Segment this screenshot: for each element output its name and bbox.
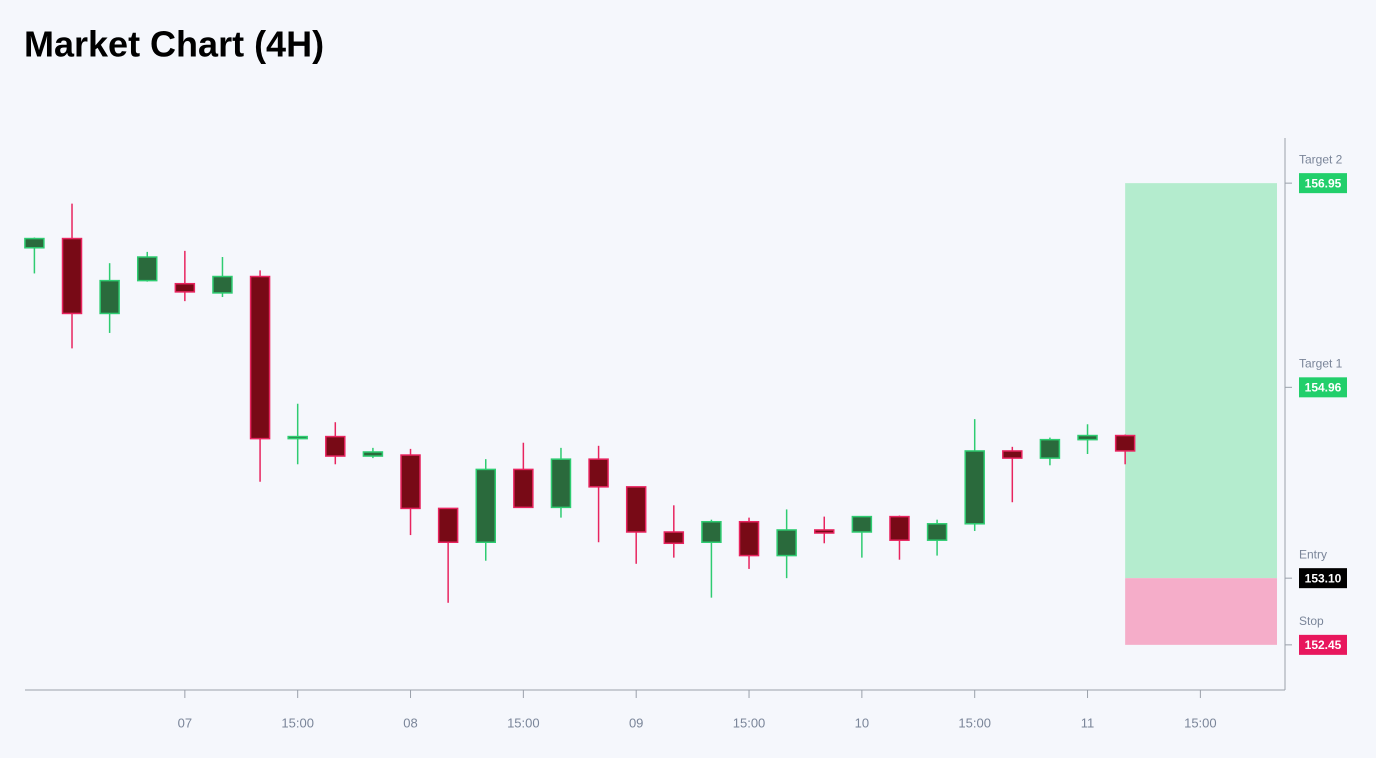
candle-body xyxy=(99,279,120,315)
chart-title: Market Chart (4H) xyxy=(24,24,324,65)
candle-body xyxy=(701,520,722,544)
candle-body xyxy=(475,468,496,544)
candle-body xyxy=(362,451,384,457)
level-name: Target 2 xyxy=(1299,152,1343,166)
level-badge xyxy=(1299,634,1347,655)
x-tick-label: 09 xyxy=(629,715,643,730)
level-name: Stop xyxy=(1299,614,1324,628)
candle-body xyxy=(926,523,948,541)
candle-body xyxy=(1077,434,1098,441)
level-name: Entry xyxy=(1299,547,1327,561)
level-badge xyxy=(1299,377,1347,398)
level-label: 156.95 xyxy=(1305,176,1342,190)
x-tick-label: 08 xyxy=(403,715,417,730)
candle-body xyxy=(889,515,910,541)
candle-body xyxy=(24,237,45,249)
candle-body xyxy=(61,237,83,315)
x-tick-label: 15:00 xyxy=(281,715,314,730)
level-badge xyxy=(1299,568,1347,589)
candle-body xyxy=(738,520,760,557)
x-tick-label: 10 xyxy=(855,715,869,730)
x-tick-label: 11 xyxy=(1081,715,1095,730)
loss-zone xyxy=(1125,578,1277,645)
candle-body xyxy=(964,450,985,525)
candle-body xyxy=(814,529,835,534)
candle-body xyxy=(625,486,647,533)
candle-body xyxy=(513,468,534,509)
level-badge xyxy=(1299,173,1347,194)
profit-zone xyxy=(1125,183,1277,579)
level-label: 153.10 xyxy=(1305,571,1342,585)
level-name: Target 1 xyxy=(1299,356,1343,370)
candle-body xyxy=(437,507,459,544)
x-tick-label: 15:00 xyxy=(733,715,766,730)
x-tick-label: 15:00 xyxy=(958,715,991,730)
x-tick-label: 15:00 xyxy=(1184,715,1217,730)
candle-body xyxy=(400,454,421,510)
candle-body xyxy=(136,256,158,282)
candle-body xyxy=(776,529,797,557)
candle-body xyxy=(851,515,873,533)
level-label: 152.45 xyxy=(1305,638,1342,652)
candle-body xyxy=(212,275,233,294)
candle-body xyxy=(1002,450,1023,459)
candle-body xyxy=(325,435,346,457)
candle-body xyxy=(1039,438,1061,459)
candle-body xyxy=(174,282,196,293)
x-tick-label: 15:00 xyxy=(507,715,540,730)
x-tick-label: 07 xyxy=(178,715,192,730)
candle-body xyxy=(663,531,685,545)
candle-body xyxy=(550,458,572,509)
level-label: 154.96 xyxy=(1305,380,1342,394)
candle-body xyxy=(588,458,609,488)
candle-body xyxy=(249,275,271,440)
candle-body xyxy=(1114,434,1136,452)
candle-body xyxy=(287,435,308,440)
